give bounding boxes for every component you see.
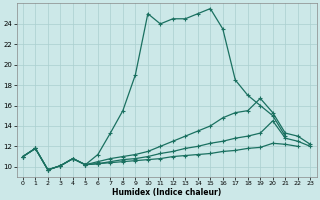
- X-axis label: Humidex (Indice chaleur): Humidex (Indice chaleur): [112, 188, 221, 197]
